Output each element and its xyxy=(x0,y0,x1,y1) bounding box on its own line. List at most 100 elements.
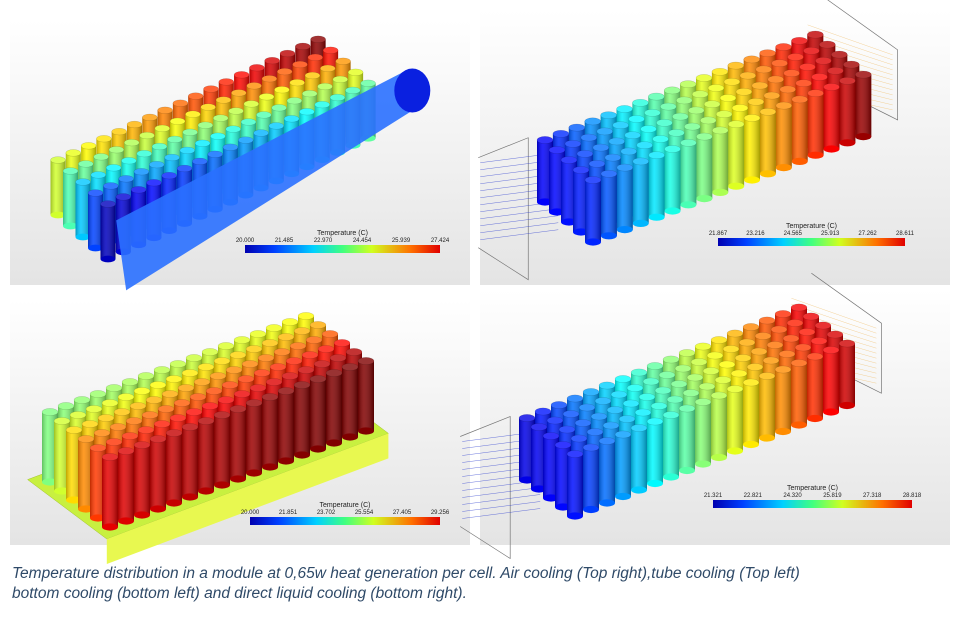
cell-top xyxy=(618,415,636,423)
cell-bottom xyxy=(696,195,713,203)
cell-top xyxy=(638,393,656,401)
cell-top xyxy=(790,359,808,367)
cell-top xyxy=(766,341,784,349)
cell-top xyxy=(85,405,103,413)
colorbar xyxy=(250,517,440,525)
cell-shade xyxy=(102,457,118,527)
cell-top xyxy=(719,94,737,102)
cell-bottom xyxy=(728,182,745,190)
cell-top xyxy=(69,411,87,419)
cell-top xyxy=(249,384,267,392)
streamline xyxy=(807,24,893,56)
cell-top xyxy=(743,114,761,122)
cell-shade xyxy=(728,124,745,187)
cell-top xyxy=(309,375,327,383)
cell-shade xyxy=(230,409,246,479)
cell-top xyxy=(676,96,693,105)
cell-top xyxy=(600,111,617,119)
cell-top xyxy=(253,129,269,137)
cell-top xyxy=(200,103,216,111)
streamline xyxy=(480,215,559,226)
panel: Temperature (C) 21.321 22.821 24.320 25.819 2… xyxy=(460,272,950,560)
cell-shade xyxy=(342,367,358,437)
cell-top xyxy=(257,354,275,362)
cell-bottom xyxy=(310,445,326,453)
cell-top xyxy=(610,390,628,399)
cell-top xyxy=(684,122,701,131)
cell-top xyxy=(165,375,183,383)
cell-top xyxy=(727,61,744,70)
cell-top xyxy=(139,131,155,140)
cell-bottom xyxy=(663,473,679,481)
cell-top xyxy=(161,390,179,398)
cell-top xyxy=(715,110,733,118)
colorbar-tick-label: 27.318 xyxy=(863,493,882,499)
cell-top xyxy=(304,71,321,80)
cell-bottom xyxy=(615,492,631,501)
cell-top xyxy=(694,342,712,351)
cell-top xyxy=(584,117,601,126)
cell-top xyxy=(648,92,665,101)
cell-bottom xyxy=(118,517,134,525)
cell-bottom xyxy=(198,487,214,495)
cell-bottom xyxy=(791,157,808,165)
colorbar-tick-label: 27.405 xyxy=(393,510,412,516)
cell-top xyxy=(795,79,812,87)
cell-top xyxy=(357,357,375,365)
cell-bottom xyxy=(102,523,118,531)
cell-bottom xyxy=(326,439,342,447)
cell-bottom xyxy=(695,460,711,468)
cell-shade xyxy=(63,171,78,226)
cell-top xyxy=(666,395,684,404)
cell-top xyxy=(722,345,740,353)
cell-top xyxy=(534,407,552,416)
cell-top xyxy=(169,414,187,422)
cell-top xyxy=(133,168,150,176)
cell-top xyxy=(182,128,198,136)
cell-bottom xyxy=(631,486,647,494)
cell-top xyxy=(141,411,159,419)
cell-top xyxy=(791,95,808,104)
cell-top xyxy=(332,75,348,83)
cell-top xyxy=(594,397,612,405)
streamline xyxy=(462,501,541,512)
cell-shade xyxy=(664,149,681,211)
cell-top xyxy=(189,393,207,401)
cell-top xyxy=(742,323,760,331)
cell-bottom xyxy=(647,479,663,488)
cell-top xyxy=(197,363,215,371)
cell-top xyxy=(602,421,620,430)
cell-top xyxy=(197,417,215,425)
cell-top xyxy=(137,372,155,380)
colorbar-title: Temperature (C) xyxy=(320,502,371,509)
cell-top xyxy=(739,71,756,80)
cell-top xyxy=(791,37,808,45)
cell-top xyxy=(299,108,315,116)
colorbar-tick-label: 25.939 xyxy=(392,238,411,244)
colorbar-tick-label: 24.454 xyxy=(353,238,372,244)
cell-top xyxy=(149,435,167,443)
cell-top xyxy=(274,86,290,94)
cell-top xyxy=(50,156,66,164)
cell-top xyxy=(802,312,820,321)
cell-top xyxy=(542,432,560,440)
cell-bottom xyxy=(823,408,839,416)
cell-top xyxy=(157,405,175,413)
cell-top xyxy=(176,164,193,173)
cell-top xyxy=(759,108,777,116)
cell-bottom xyxy=(744,176,760,184)
cell-top xyxy=(827,67,844,75)
cell-top xyxy=(225,366,243,374)
colorbar-tick-label: 28.818 xyxy=(903,493,922,499)
cell-top xyxy=(268,122,284,130)
cell-top xyxy=(762,356,780,365)
cell-top xyxy=(177,384,195,392)
cell-shade xyxy=(599,441,615,503)
cell-shade xyxy=(743,382,759,445)
cell-top xyxy=(121,378,139,386)
colorbar xyxy=(245,245,440,253)
cell-shade xyxy=(759,376,775,438)
cell-top xyxy=(293,381,311,389)
cell-top xyxy=(179,146,196,154)
cell-top xyxy=(691,90,709,98)
